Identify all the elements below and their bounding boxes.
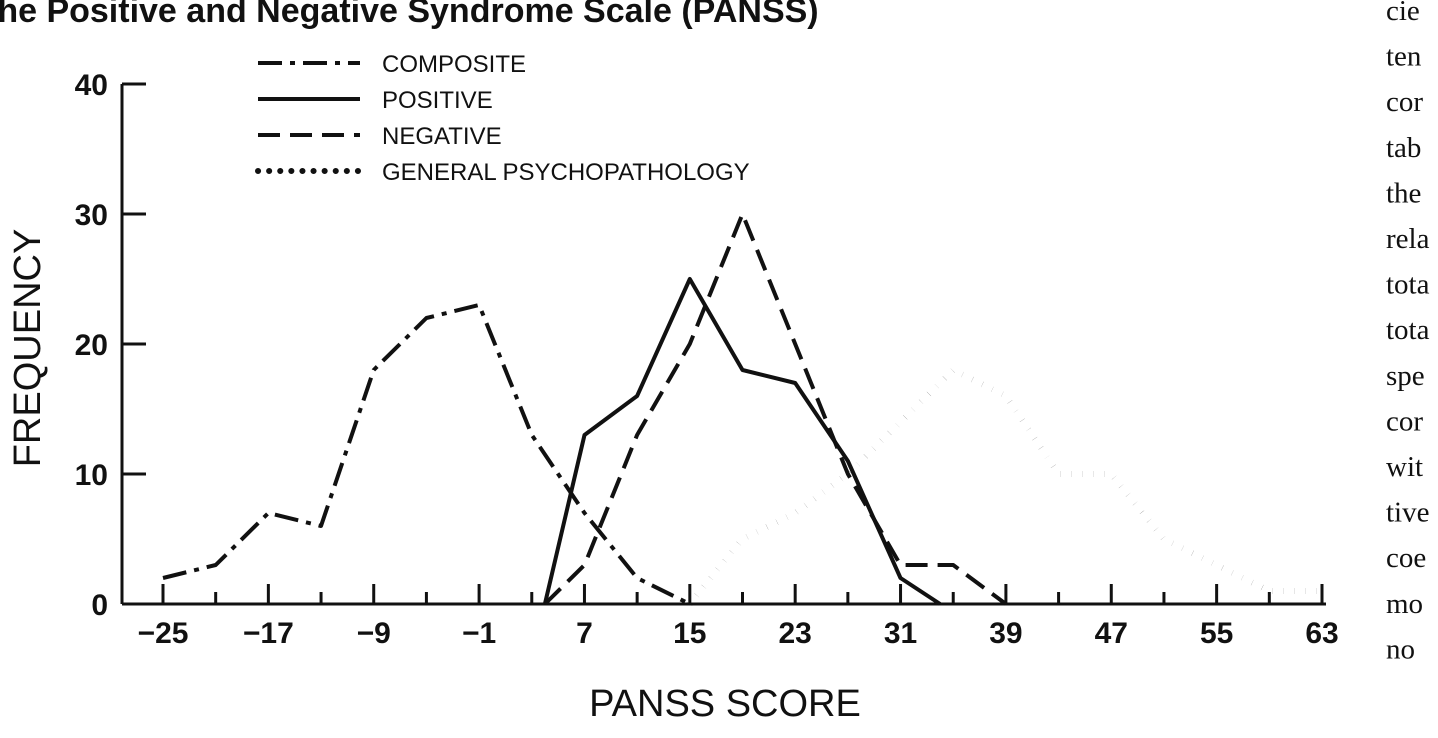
x-tick-label: −17 [243,617,294,650]
side-text-line: wit [1386,451,1423,483]
x-ticks: −25 −17 −9 −1 7 15 23 31 39 47 55 63 [138,584,1339,650]
x-tick-label: 63 [1305,617,1338,650]
y-tick-label: 0 [91,589,108,622]
side-text-line: no [1386,633,1415,665]
side-text-line: tota [1386,269,1430,301]
y-ticks: 0 10 20 30 40 [75,69,146,622]
series-line-negative [543,212,1008,606]
x-tick-label: 31 [884,617,917,650]
series-line-positive [542,277,942,606]
series-line-composite [162,303,691,606]
x-tick-label: 23 [778,617,811,650]
y-tick-label: 10 [75,459,108,492]
legend-label: GENERAL PSYCHOPATHOLOGY [382,159,750,186]
chart-title: the Positive and Negative Syndrome Scale… [0,0,819,30]
y-tick-label: 20 [75,329,108,362]
chart-legend: COMPOSITE POSITIVE NEGATIVE GENERAL PSYCHOP… [255,51,750,186]
x-tick-label: 15 [673,617,706,650]
side-text-line: tab [1386,132,1421,164]
side-text-line: cie [1386,0,1420,27]
legend-label: POSITIVE [382,87,493,114]
side-text-line: spe [1386,360,1425,392]
legend-label: NEGATIVE [382,123,502,150]
x-tick-label: −25 [138,617,189,650]
x-tick-label: 39 [989,617,1022,650]
x-tick-label: 47 [1095,617,1128,650]
y-axis-label: FREQUENCY [7,229,49,468]
y-tick-label: 30 [75,199,108,232]
side-text-line: tive [1386,497,1430,529]
x-axis-label: PANSS SCORE [589,683,861,725]
side-text-line: cor [1386,86,1423,118]
chart-series [162,212,1322,606]
y-tick-label: 40 [75,69,108,102]
side-text-line: ten [1386,41,1422,73]
legend-label: COMPOSITE [382,51,526,78]
side-text-line: coe [1386,542,1426,574]
side-text-line: mo [1386,588,1423,620]
x-tick-label: 55 [1200,617,1233,650]
side-text-line: cor [1386,405,1423,437]
x-tick-label: −1 [462,617,496,650]
x-tick-label: 7 [576,617,593,650]
side-text-line: the [1386,177,1421,209]
side-text-line: rela [1386,223,1430,255]
side-text-line: tota [1386,314,1430,346]
x-tick-label: −9 [357,617,391,650]
side-text-column: cie ten cor tab the rela tota tota spe cor wit tive… [1386,0,1430,665]
series-line-general-psychopathology [687,367,1322,606]
